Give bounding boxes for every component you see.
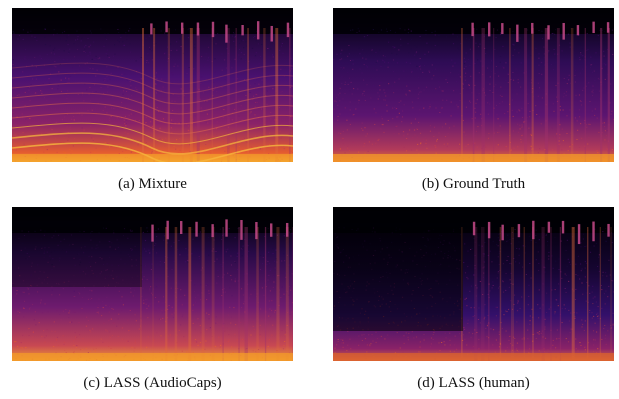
panel-caption: (c) LASS (AudioCaps): [83, 375, 222, 391]
spectrogram-image: [12, 207, 293, 361]
panel-caption: (a) Mixture: [118, 176, 187, 192]
spectrogram-image: [333, 207, 614, 361]
panel-caption: (b) Ground Truth: [421, 176, 526, 192]
spectrogram-image: [333, 8, 614, 162]
panel-caption: (d) LASS (human): [417, 375, 530, 391]
spectrogram-image: [12, 8, 293, 162]
